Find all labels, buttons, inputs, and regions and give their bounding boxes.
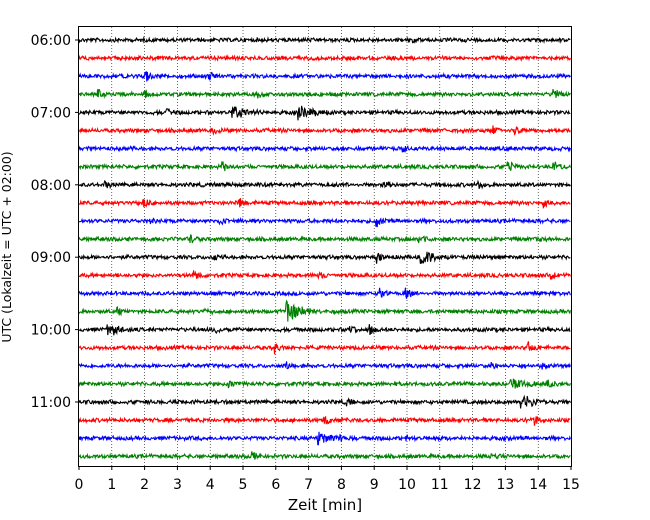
x-tick-label: 5 (239, 477, 248, 493)
y-tick-label: 10:00 (31, 323, 71, 339)
trace-0645 (78, 88, 571, 99)
grid-lines (111, 27, 539, 466)
trace-0800 (78, 179, 571, 190)
x-tick-label: 14 (529, 477, 547, 493)
trace-0730 (78, 144, 571, 154)
x-tick-label: 2 (140, 477, 149, 493)
trace-1115 (78, 415, 571, 426)
x-tick-label: 15 (562, 477, 580, 493)
x-tick-label: 3 (173, 477, 182, 493)
trace-0900 (78, 251, 571, 264)
trace-0945 (78, 299, 571, 322)
x-tick-label: 11 (431, 477, 449, 493)
trace-1145 (78, 451, 571, 461)
x-tick-label: 13 (496, 477, 514, 493)
x-axis-label: Zeit [min] (288, 496, 362, 514)
trace-0830 (78, 216, 571, 228)
y-tick-label: 11:00 (31, 395, 71, 411)
x-tick-label: 9 (370, 477, 379, 493)
trace-1100 (78, 394, 571, 409)
trace-0815 (78, 198, 571, 209)
x-axis: 0 1 2 3 4 5 6 7 8 9 10 11 12 13 14 15 (75, 466, 580, 493)
trace-0715 (78, 125, 571, 136)
x-tick-label: 0 (75, 477, 84, 493)
y-tick-label: 09:00 (31, 250, 71, 266)
y-axis: 06:00 07:00 08:00 09:00 10:00 11:00 (31, 33, 79, 411)
trace-1000 (78, 324, 571, 336)
y-axis-label: UTC (Lokalzeit = UTC + 02:00) (0, 151, 14, 342)
x-tick-label: 12 (464, 477, 482, 493)
trace-1015 (78, 341, 571, 355)
x-tick-label: 4 (206, 477, 215, 493)
seismogram-traces (78, 35, 571, 461)
trace-1130 (78, 431, 571, 446)
x-tick-label: 6 (271, 477, 280, 493)
y-tick-label: 07:00 (31, 105, 71, 121)
trace-0845 (78, 234, 571, 244)
trace-0745 (78, 160, 571, 172)
y-tick-label: 06:00 (31, 33, 71, 49)
trace-1045 (78, 378, 571, 389)
x-tick-label: 8 (337, 477, 346, 493)
trace-0600 (78, 35, 571, 45)
trace-0630 (78, 71, 571, 82)
x-tick-label: 1 (107, 477, 116, 493)
trace-0930 (78, 287, 571, 299)
plot-frame (78, 26, 572, 467)
trace-0615 (78, 54, 571, 63)
x-tick-label: 7 (304, 477, 313, 493)
trace-0915 (78, 270, 571, 281)
trace-1030 (78, 361, 571, 370)
trace-0700 (78, 105, 571, 121)
x-tick-label: 10 (398, 477, 416, 493)
y-tick-label: 08:00 (31, 178, 71, 194)
